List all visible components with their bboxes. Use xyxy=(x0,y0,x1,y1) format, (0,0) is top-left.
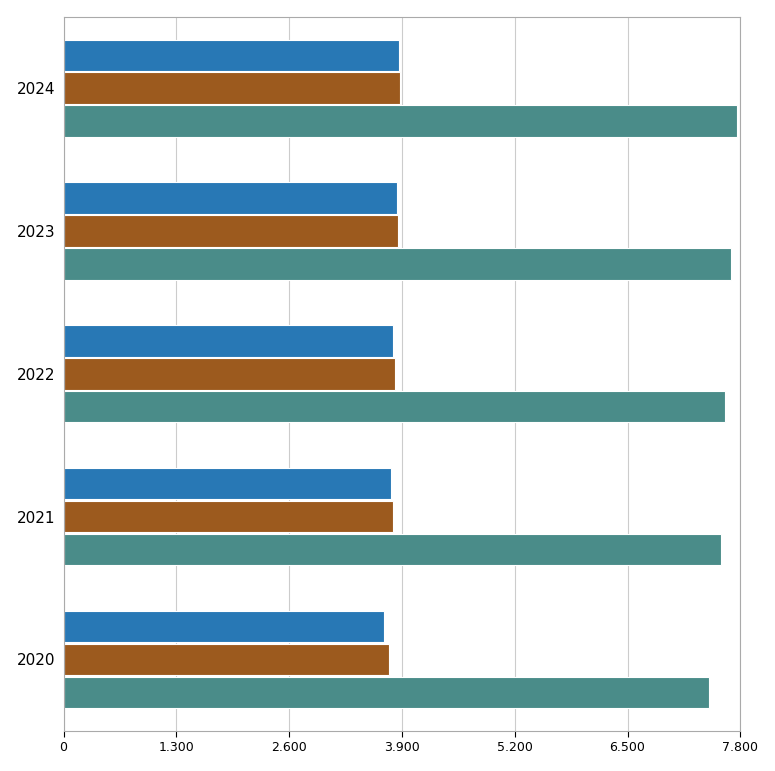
Bar xyxy=(64,611,384,642)
Bar xyxy=(64,391,725,423)
Bar xyxy=(64,105,737,136)
Bar xyxy=(64,358,395,389)
Bar xyxy=(64,183,397,214)
Bar xyxy=(64,325,393,357)
Bar xyxy=(64,39,399,71)
Bar xyxy=(64,215,398,247)
Bar xyxy=(64,644,388,675)
Bar xyxy=(64,72,400,104)
Bar xyxy=(64,534,721,565)
Bar xyxy=(64,468,391,500)
Bar xyxy=(64,677,709,708)
Bar xyxy=(64,248,732,280)
Bar xyxy=(64,501,393,532)
